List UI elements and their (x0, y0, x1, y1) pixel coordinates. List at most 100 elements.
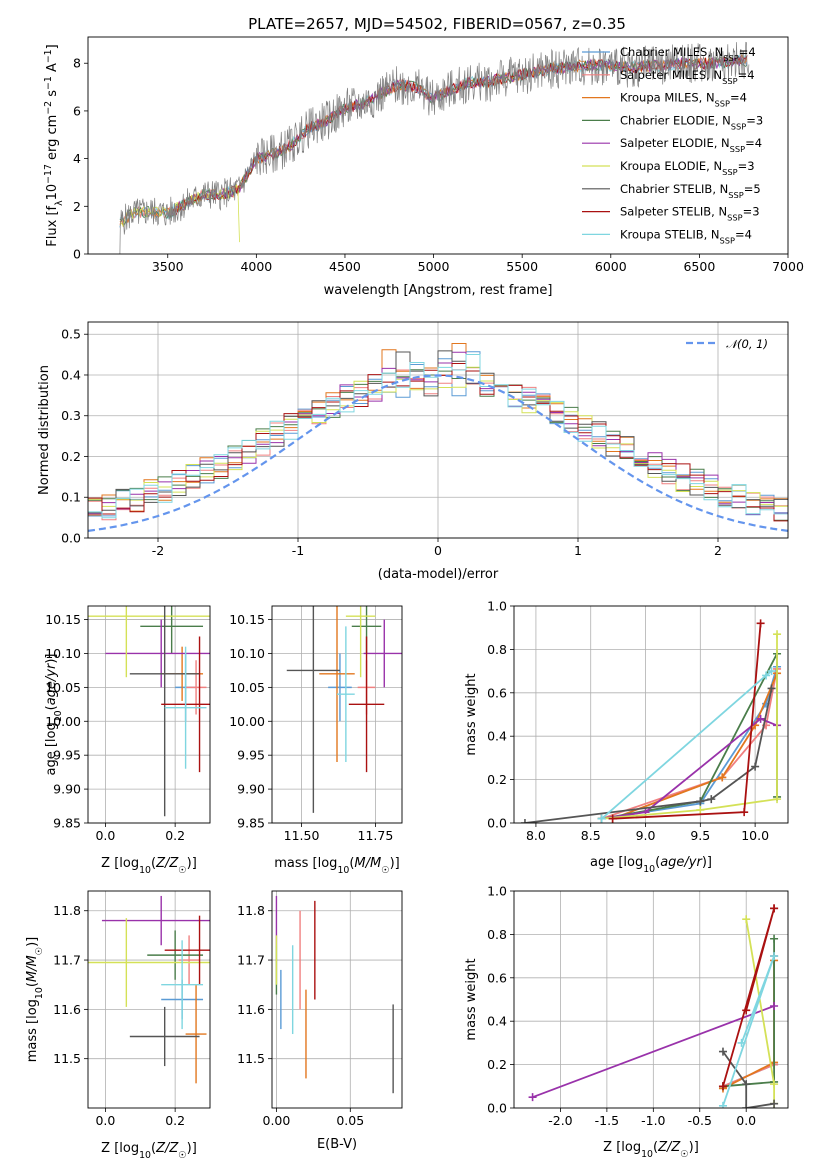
mass-weight-line (532, 1005, 775, 1099)
y-tick-label: 11.6 (53, 1002, 81, 1017)
x-axis-label: E(B-V) (317, 1137, 357, 1152)
y-tick-label: 10.15 (45, 612, 81, 627)
data-point-marker (737, 1038, 746, 1047)
data-point-marker (770, 1080, 779, 1089)
data-point-marker (751, 762, 760, 771)
mass-weight-line (601, 717, 778, 820)
data-point-marker (608, 814, 617, 823)
y-tick-label: 10.00 (229, 714, 265, 729)
mass-weight-vs-metallicity-panel: -2.0 -1.5 -1.0 -0.5 0.0 0.0 0.2 0.4 0.6 0.8 1.0 Z [… (464, 884, 789, 1160)
data-point-marker (740, 808, 749, 817)
age-vs-mass-panel: 11.50 11.75 9.85 9.90 9.95 10.00 10.05 10.10 10.… (229, 605, 403, 876)
plot-area (119, 41, 750, 254)
y-tick-label: 10.00 (45, 714, 81, 729)
x-tick-label: -1 (292, 543, 304, 558)
y-axis-label: mass weight (464, 958, 479, 1040)
x-axis-label: Z [log10(Z/Z☉)] (101, 856, 197, 876)
data-point-marker (597, 814, 606, 823)
x-tick-label: -1.5 (595, 1113, 619, 1128)
y-tick-label: 9.85 (237, 816, 265, 831)
x-tick-label: 9.0 (636, 828, 656, 843)
mass-weight-line (601, 634, 778, 820)
plot-area (528, 904, 779, 1108)
y-tick-label: 4 (73, 151, 81, 166)
y-axis-label: mass weight (464, 673, 479, 755)
data-point-marker (762, 671, 771, 680)
axes-frame (513, 890, 789, 1109)
y-tick-label: 9.85 (53, 816, 81, 831)
x-tick-label: 0.2 (165, 828, 185, 843)
figure-title: PLATE=2657, MJD=54502, FIBERID=0567, z=0… (248, 15, 626, 33)
x-axis-label: wavelength [Angstrom, rest frame] (324, 283, 553, 298)
plot-area (520, 619, 782, 823)
data-point-marker (770, 1002, 779, 1011)
plot-area (88, 343, 788, 532)
y-tick-label: 0.2 (487, 1057, 507, 1072)
x-axis-label: (data-model)/error (378, 567, 499, 582)
y-tick-label: 8 (73, 56, 81, 71)
mass-weight-line (612, 672, 778, 820)
y-tick-label: 1.0 (487, 599, 507, 614)
y-tick-label: 1.0 (487, 884, 507, 899)
plot-area (275, 895, 394, 1094)
x-tick-label: -2 (152, 543, 164, 558)
legend-entry: Salpeter ELODIE, NSSP=4 (620, 136, 762, 154)
data-point-marker (528, 1093, 537, 1102)
x-axis-label: age [log10(age/yr)] (590, 855, 712, 875)
x-tick-label: 7000 (772, 259, 804, 274)
observed-spectrum-line (119, 41, 750, 254)
y-tick-label: 0 (73, 247, 81, 262)
x-tick-label: 11.75 (358, 828, 394, 843)
plot-area (88, 895, 210, 1084)
axes-frame (87, 36, 789, 255)
legend-entry: Salpeter MILES, NSSP=4 (620, 68, 755, 86)
y-tick-label: 0.0 (487, 1101, 507, 1116)
data-point-marker (742, 1104, 751, 1108)
age-vs-metallicity-panel: 0.0 0.2 9.85 9.90 9.95 10.00 10.05 10.10 10.15 Z … (44, 605, 211, 876)
axes-frame (87, 605, 211, 824)
mass-weight-line (722, 938, 775, 1088)
model-spectrum-line (171, 54, 748, 216)
mass-vs-ebv-panel: 0.00 0.05 11.5 11.6 11.7 11.8 E(B-V) (237, 890, 403, 1152)
x-tick-label: 4000 (240, 259, 272, 274)
y-tick-label: 10.05 (229, 680, 265, 695)
data-point-marker (742, 1080, 751, 1089)
data-point-marker (742, 915, 751, 924)
y-tick-label: 2 (73, 199, 81, 214)
y-tick-label: 0.6 (487, 685, 507, 700)
y-tick-label: 11.8 (53, 903, 81, 918)
axes-frame (87, 890, 211, 1109)
x-tick-label: 8.5 (581, 828, 601, 843)
y-tick-label: 0.2 (61, 449, 81, 464)
axes-frame (513, 605, 789, 824)
x-tick-label: 0 (434, 543, 442, 558)
y-tick-label: 11.7 (237, 953, 265, 968)
y-tick-label: 0.0 (487, 816, 507, 831)
y-tick-label: 6 (73, 103, 81, 118)
y-axis-label: Flux [fλ10−17 erg cm−2 s−1 A−1] (43, 44, 65, 246)
y-tick-label: 10.10 (45, 646, 81, 661)
x-tick-label: 10.0 (741, 828, 769, 843)
plot-area (88, 606, 210, 817)
x-tick-label: 6500 (683, 259, 715, 274)
y-tick-label: 0.4 (61, 367, 81, 382)
data-point-marker (773, 795, 782, 804)
data-point-marker (773, 630, 782, 639)
axes-frame (271, 605, 403, 824)
data-point-marker (770, 1099, 779, 1108)
plot-area (286, 606, 402, 813)
x-tick-label: -1.0 (641, 1113, 665, 1128)
legend-entry: Kroupa ELODIE, NSSP=3 (620, 159, 755, 177)
y-tick-label: 0.4 (487, 1014, 507, 1029)
y-tick-label: 0.2 (487, 772, 507, 787)
y-tick-label: 9.90 (53, 782, 81, 797)
data-point-marker (718, 773, 727, 782)
data-point-marker (520, 819, 529, 823)
legend-entry: 𝒩(0, 1) (726, 337, 768, 351)
x-axis-label: Z [log10(Z/Z☉)] (101, 1141, 197, 1161)
y-tick-label: 0.3 (61, 408, 81, 423)
data-point-marker (718, 1047, 727, 1056)
y-axis-label: mass [log10(M/M☉)] (25, 937, 45, 1063)
legend-entry: Chabrier ELODIE, NSSP=3 (620, 113, 763, 131)
y-tick-label: 9.95 (53, 748, 81, 763)
